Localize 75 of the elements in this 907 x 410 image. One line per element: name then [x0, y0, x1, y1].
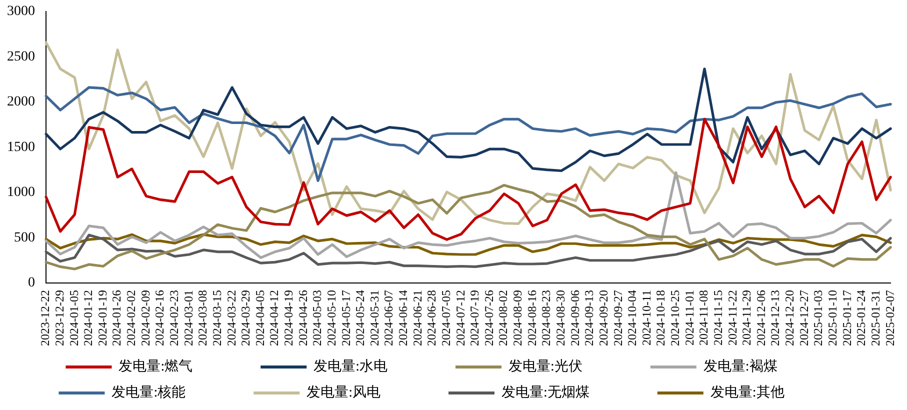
x-tick-label: 2024-08-23: [539, 290, 554, 346]
y-tick-label: 2500: [7, 49, 35, 64]
x-tick-label: 2024-11-01: [682, 290, 696, 346]
x-tick-label: 2024-07-19: [468, 290, 482, 346]
x-tick-label: 2024-08-30: [554, 290, 568, 346]
legend-label: 发电量:风电: [306, 384, 436, 401]
x-tick-label: 2024-09-20: [596, 290, 610, 346]
x-tick-label: 2024-11-22: [725, 290, 740, 346]
x-tick-label: 2024-10-18: [654, 290, 668, 346]
x-tick-label: 2024-03-01: [181, 290, 196, 346]
y-tick-label: 1500: [7, 140, 35, 155]
x-tick-label: 2024-02-09: [138, 290, 152, 346]
x-tick-label: 2024-09-06: [568, 290, 582, 346]
x-tick-label: 2024-08-09: [510, 290, 525, 346]
x-tick-label: 2024-05-03: [310, 290, 324, 346]
legend-label: 发电量:无烟煤: [502, 384, 646, 401]
x-tick-label: 2025-01-31: [868, 290, 882, 346]
y-tick-label: 3000: [7, 4, 35, 20]
x-tick-label: 2024-01-12: [81, 290, 96, 346]
x-tick-label: 2024-11-15: [710, 290, 725, 346]
legend-label: 发电量:其他: [710, 384, 840, 401]
x-tick-label: 2024-12-27: [796, 290, 811, 346]
x-tick-label: 2024-09-13: [582, 290, 596, 346]
legend-label: 发电量:光伏: [508, 358, 638, 375]
x-tick-label: 2024-10-25: [668, 290, 682, 346]
legend-label: 发电量:燃气: [118, 358, 249, 375]
x-tick-label: 2024-02-16: [152, 290, 167, 346]
x-tick-label: 2024-02-02: [124, 290, 138, 346]
legend-label: 发电量:褐煤: [703, 358, 834, 375]
x-tick-label: 2024-10-11: [639, 290, 654, 346]
x-tick-label: 2025-01-24: [854, 290, 868, 346]
x-tick-label: 2025-01-03: [811, 290, 826, 346]
y-tick-label: 500: [14, 230, 35, 246]
x-tick-label: 2024-02-23: [166, 290, 181, 346]
y-tick-label: 0: [28, 276, 35, 291]
x-tick-label: 2024-05-17: [338, 290, 353, 346]
x-tick-label: 2024-04-12: [267, 290, 282, 346]
x-tick-label: 2024-04-26: [296, 290, 310, 346]
x-tick-label: 2024-05-10: [324, 290, 338, 346]
legend-label: 发电量:水电: [314, 358, 444, 375]
x-tick-label: 2024-11-08: [696, 290, 711, 346]
x-tick-label: 2024-08-16: [524, 290, 539, 346]
x-tick-label: 2024-06-28: [424, 290, 439, 346]
x-tick-label: 2025-02-07: [882, 290, 897, 346]
x-tick-label: 2024-01-05: [66, 290, 81, 346]
x-tick-label: 2024-01-26: [110, 290, 124, 346]
x-tick-label: 2024-07-05: [438, 290, 453, 346]
x-tick-label: 2023-12-29: [52, 290, 66, 346]
x-tick-label: 2024-11-29: [740, 290, 754, 346]
legend-label: 发电量:核能: [112, 384, 242, 401]
x-tick-label: 2024-06-14: [396, 290, 410, 346]
y-tick-label: 1000: [7, 185, 35, 200]
x-tick-label: 2024-12-06: [754, 290, 768, 346]
x-tick-label: 2024-06-07: [382, 290, 396, 346]
x-tick-label: 2025-01-17: [840, 290, 854, 346]
x-tick-label: 2024-03-22: [224, 290, 238, 346]
x-tick-label: 2024-12-20: [782, 290, 797, 346]
x-tick-label: 2024-06-21: [410, 290, 424, 346]
x-tick-label: 2024-04-19: [282, 290, 296, 346]
x-tick-label: 2024-03-29: [238, 290, 253, 346]
x-tick-label: 2024-07-12: [453, 290, 468, 346]
x-tick-label: 2025-01-10: [825, 290, 840, 346]
x-tick-label: 2024-03-15: [210, 290, 224, 346]
x-tick-label: 2024-08-02: [496, 290, 510, 346]
x-tick-label: 2024-12-13: [768, 290, 782, 346]
x-tick-label: 2024-01-19: [95, 290, 110, 346]
x-tick-label: 2024-07-26: [482, 290, 496, 346]
x-tick-label: 2024-09-27: [610, 290, 625, 346]
x-tick-label: 2024-05-24: [353, 290, 368, 346]
x-tick-label: 2024-10-04: [625, 290, 640, 346]
x-tick-label: 2024-05-31: [367, 290, 382, 346]
x-tick-label: 2023-12-22: [38, 290, 52, 346]
x-tick-label: 2024-03-08: [196, 290, 210, 346]
x-tick-label: 2024-04-05: [252, 290, 267, 346]
y-tick-label: 2000: [7, 94, 35, 110]
